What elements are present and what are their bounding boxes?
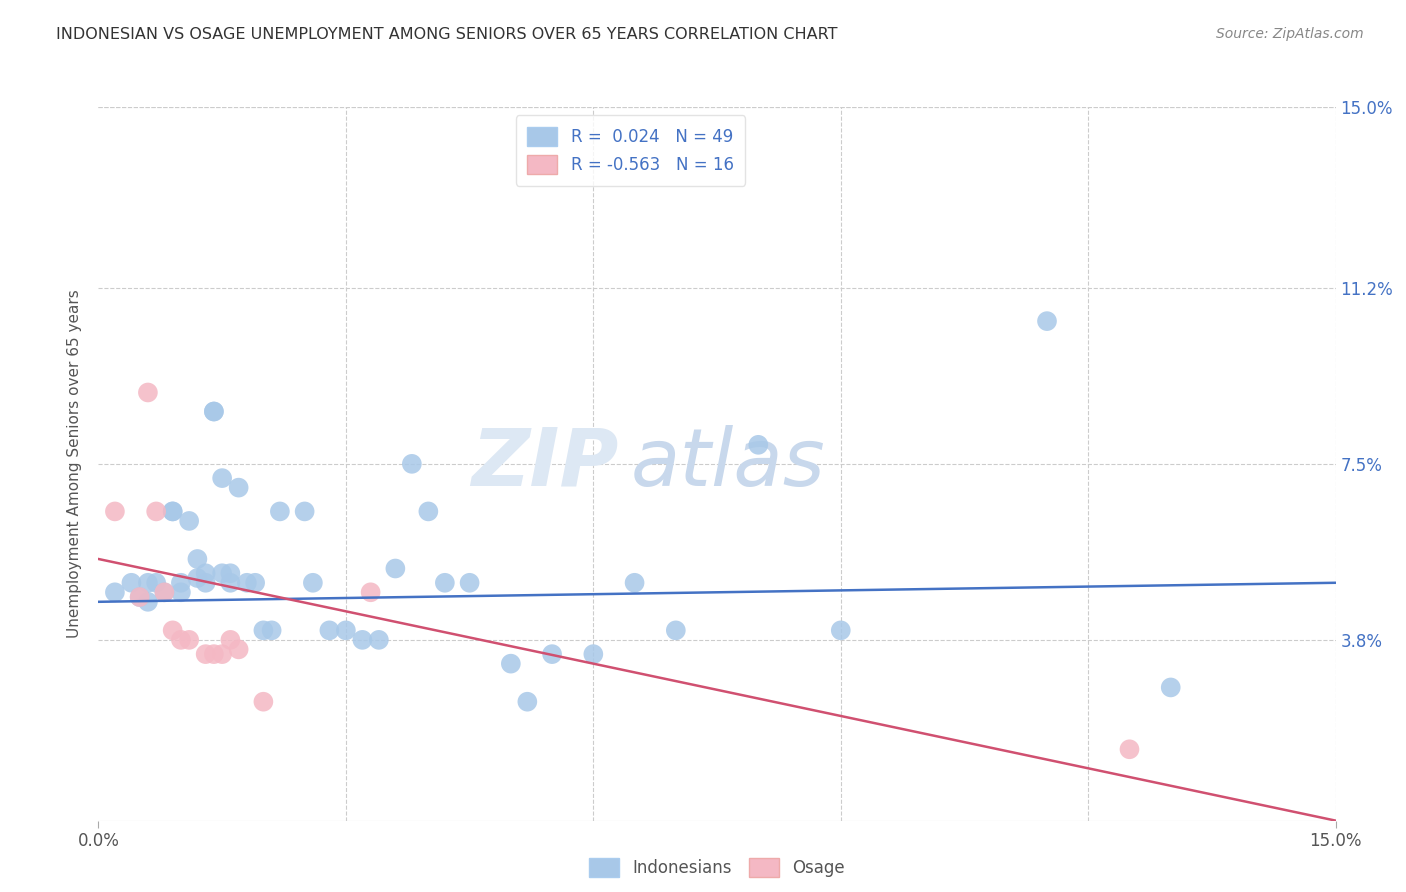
Point (136, 575, 159, 590)
Point (269, 504, 291, 518)
Point (228, 642, 250, 657)
Point (228, 481, 250, 495)
Point (153, 585, 176, 599)
Point (516, 695, 538, 709)
Point (128, 590, 150, 604)
Point (211, 566, 233, 581)
Text: ZIP: ZIP (471, 425, 619, 503)
Y-axis label: Unemployment Among Seniors over 65 years: Unemployment Among Seniors over 65 years (67, 290, 83, 638)
Point (367, 632, 389, 647)
Point (162, 504, 184, 518)
Point (219, 566, 242, 581)
Point (202, 404, 225, 418)
Point (541, 647, 564, 661)
Point (170, 632, 193, 647)
Point (318, 624, 340, 638)
Point (499, 657, 522, 671)
Point (153, 585, 176, 599)
Point (260, 624, 283, 638)
Point (335, 624, 357, 638)
Point (252, 695, 274, 709)
Point (294, 504, 316, 518)
Point (136, 595, 159, 609)
Point (1036, 314, 1059, 328)
Point (211, 471, 233, 485)
Point (252, 624, 274, 638)
Text: INDONESIAN VS OSAGE UNEMPLOYMENT AMONG SENIORS OVER 65 YEARS CORRELATION CHART: INDONESIAN VS OSAGE UNEMPLOYMENT AMONG S… (56, 27, 838, 42)
Point (830, 624, 852, 638)
Point (219, 632, 242, 647)
Point (128, 590, 150, 604)
Point (162, 504, 184, 518)
Point (145, 504, 167, 518)
Point (623, 575, 645, 590)
Point (194, 575, 217, 590)
Point (219, 575, 242, 590)
Text: Source: ZipAtlas.com: Source: ZipAtlas.com (1216, 27, 1364, 41)
Point (179, 632, 201, 647)
Text: atlas: atlas (630, 425, 825, 503)
Point (433, 575, 456, 590)
Point (243, 575, 266, 590)
Point (202, 404, 225, 418)
Point (458, 575, 481, 590)
Legend: Indonesians, Osage: Indonesians, Osage (582, 851, 852, 884)
Point (104, 504, 127, 518)
Point (747, 438, 769, 452)
Point (194, 566, 217, 581)
Point (665, 624, 688, 638)
Point (360, 585, 382, 599)
Point (186, 552, 208, 566)
Point (186, 571, 208, 585)
Point (202, 647, 225, 661)
Point (401, 457, 423, 471)
Point (120, 575, 142, 590)
Point (352, 632, 374, 647)
Point (136, 385, 159, 400)
Point (582, 647, 605, 661)
Point (384, 561, 406, 575)
Point (418, 504, 440, 518)
Point (236, 575, 259, 590)
Point (145, 575, 167, 590)
Point (170, 575, 193, 590)
Point (211, 647, 233, 661)
Point (1160, 681, 1182, 695)
Point (179, 514, 201, 528)
Point (194, 647, 217, 661)
Point (302, 575, 325, 590)
Point (170, 585, 193, 599)
Point (104, 585, 127, 599)
Point (1118, 742, 1140, 756)
Point (162, 624, 184, 638)
